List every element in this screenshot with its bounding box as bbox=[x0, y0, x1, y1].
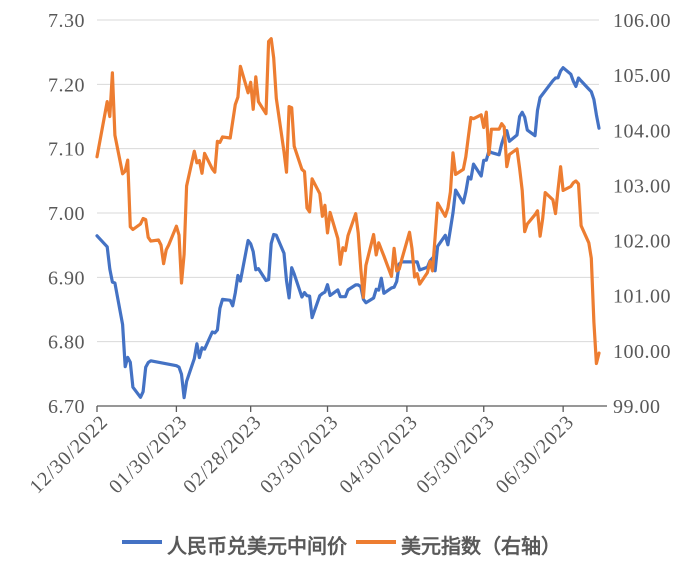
x-tick-label: 06/30/2023 bbox=[492, 411, 579, 498]
right-axis-tick-label: 103.00 bbox=[613, 175, 671, 197]
left-axis-tick-label: 6.80 bbox=[48, 332, 85, 354]
x-tick-label: 12/30/2022 bbox=[25, 411, 112, 498]
left-axis-tick-label: 7.00 bbox=[48, 203, 85, 225]
x-tick-label: 05/30/2023 bbox=[412, 411, 499, 498]
right-axis-tick-label: 101.00 bbox=[613, 286, 671, 308]
x-axis: 12/30/202201/30/202302/28/202303/30/2023… bbox=[25, 405, 607, 498]
series-line-usd-index bbox=[95, 37, 601, 366]
series-line-cny-parity bbox=[95, 66, 601, 400]
right-axis-tick-label: 104.00 bbox=[613, 120, 671, 142]
right-axis-tick-label: 105.00 bbox=[613, 65, 671, 87]
x-tick-label: 04/30/2023 bbox=[335, 411, 422, 498]
left-axis-tick-label: 6.70 bbox=[48, 396, 85, 418]
x-tick-label: 02/28/2023 bbox=[179, 411, 266, 498]
legend: 人民币兑美元中间价 美元指数（右轴） bbox=[122, 534, 561, 558]
legend-label-dxy: 美元指数（右轴） bbox=[401, 534, 561, 558]
legend-label-cny: 人民币兑美元中间价 bbox=[167, 534, 348, 558]
right-axis-tick-label: 100.00 bbox=[613, 341, 671, 363]
left-axis-labels: 6.70 6.80 6.90 7.00 7.10 7.20 7.30 bbox=[48, 10, 85, 418]
left-axis-tick-label: 7.30 bbox=[48, 10, 85, 32]
x-tick-label: 01/30/2023 bbox=[105, 411, 192, 498]
left-axis-tick-label: 7.20 bbox=[48, 74, 85, 96]
right-axis-tick-label: 106.00 bbox=[613, 10, 671, 32]
x-tick-label: 03/30/2023 bbox=[256, 411, 343, 498]
left-axis-tick-label: 7.10 bbox=[48, 139, 85, 161]
left-axis-tick-label: 6.90 bbox=[48, 267, 85, 289]
right-axis-tick-label: 102.00 bbox=[613, 231, 671, 253]
right-axis-labels: 99.00 100.00 101.00 102.00 103.00 104.00 105.0… bbox=[613, 10, 671, 418]
right-axis-tick-label: 99.00 bbox=[613, 396, 661, 418]
series-lines bbox=[95, 37, 601, 400]
